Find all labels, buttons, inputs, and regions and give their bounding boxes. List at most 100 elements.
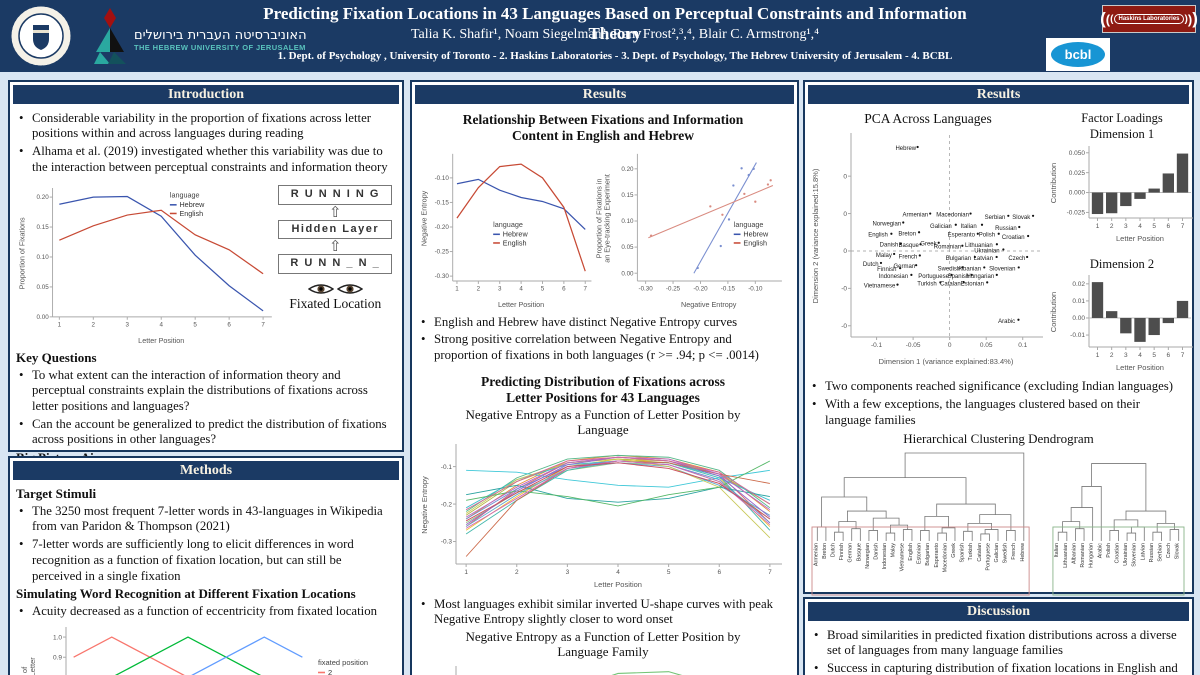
svg-text:Latvian: Latvian (1140, 543, 1146, 560)
svg-text:Lithuanian: Lithuanian (965, 243, 993, 249)
svg-text:Finnish: Finnish (839, 543, 845, 560)
simulating-heading: Simulating Word Recognition at Different… (16, 585, 356, 601)
svg-text:Polish: Polish (979, 232, 995, 238)
svg-text:7: 7 (768, 569, 772, 576)
svg-text:Hebrew: Hebrew (503, 230, 529, 239)
network-diagram: R U N N I N G ⇧ Hidden Layer ⇧ R U N N _… (278, 177, 393, 313)
svg-text:Hebrew: Hebrew (179, 200, 205, 209)
results-middle-heading: Results (415, 85, 794, 104)
svg-text:German: German (894, 264, 916, 270)
svg-text:1: 1 (58, 321, 62, 328)
svg-text:Indonesian: Indonesian (879, 273, 908, 279)
methods-heading: Methods (13, 461, 399, 480)
svg-text:Lithuanian: Lithuanian (1063, 543, 1069, 568)
svg-text:Vietnamese: Vietnamese (899, 543, 905, 571)
svg-text:Slovenian: Slovenian (989, 266, 1015, 272)
svg-text:3: 3 (1124, 352, 1128, 359)
svg-text:0.9: 0.9 (53, 654, 62, 661)
svg-text:-0.1: -0.1 (871, 342, 883, 349)
svg-text:Russian: Russian (995, 226, 1017, 232)
svg-text:Latvian: Latvian (974, 255, 993, 261)
svg-text:4: 4 (1138, 223, 1142, 230)
svg-text:French: French (1011, 543, 1017, 560)
loadings-dim2-chart: -0.01 0.00 0.01 0.02 1 2 3 4 5 6 7 Letter Position C… (1049, 274, 1193, 372)
svg-text:Bulgarian: Bulgarian (925, 543, 931, 566)
svg-text:0.10: 0.10 (622, 219, 635, 226)
bullet-item: To what extent can the interaction of in… (16, 368, 393, 416)
svg-text:3: 3 (1124, 223, 1128, 230)
svg-text:-0.025: -0.025 (1067, 209, 1086, 216)
bullet-text: Most languages exhibit similar inverted … (434, 596, 774, 627)
discussion-panel: Discussion Broad similarities in predict… (803, 597, 1194, 675)
svg-text:Turkish: Turkish (917, 281, 936, 287)
bullet-text: With a few exceptions, the languages clu… (825, 396, 1141, 427)
svg-text:Esperanto: Esperanto (934, 543, 940, 568)
svg-text:5: 5 (193, 321, 197, 328)
bullet-item: Acuity decreased as a function of eccent… (16, 604, 393, 620)
huji-mark-icon (94, 8, 126, 64)
bullet-text: To what extent can the interaction of in… (32, 367, 368, 414)
svg-text:Romanian: Romanian (934, 244, 961, 250)
svg-text:Croatian: Croatian (1114, 543, 1120, 563)
svg-text:English: English (744, 239, 768, 248)
svg-text:Letter Position: Letter Position (1116, 363, 1164, 372)
dim2-title: Dimension 2 (1089, 256, 1155, 271)
svg-text:-0.01: -0.01 (1070, 332, 1085, 339)
bullet-text: Alhama et al. (2019) investigated whethe… (32, 143, 388, 174)
svg-text:7: 7 (1181, 223, 1185, 230)
svg-text:Letter Position: Letter Position (1116, 234, 1164, 243)
up-arrow-icon: ⇧ (329, 237, 342, 256)
svg-text:Recognizing Letter: Recognizing Letter (28, 657, 37, 675)
svg-text:6: 6 (562, 286, 566, 293)
svg-text:3: 3 (126, 321, 130, 328)
svg-text:Greek: Greek (920, 241, 937, 247)
svg-text:Serbian: Serbian (985, 214, 1006, 220)
svg-text:2: 2 (515, 569, 519, 576)
svg-text:5: 5 (1152, 223, 1156, 230)
svg-text:1: 1 (1096, 352, 1100, 359)
svg-text:Dimension 2 (variance explaine: Dimension 2 (variance explained:15.8%) (811, 168, 820, 303)
diagram-caption: Fixated Location (289, 295, 382, 311)
svg-text:0.01: 0.01 (1072, 298, 1085, 305)
svg-text:6: 6 (717, 569, 721, 576)
svg-text:Proportion of Fixations: Proportion of Fixations (18, 217, 27, 289)
bullet-item: Alhama et al. (2019) investigated whethe… (16, 144, 393, 176)
bullet-text: Considerable variability in the proporti… (32, 110, 372, 141)
bullet-item: The 3250 most frequent 7-letter words in… (16, 504, 393, 536)
svg-text:-0.20: -0.20 (694, 286, 709, 293)
svg-text:Russian: Russian (1149, 543, 1155, 562)
poster-title: Predicting Fixation Locations in 43 Lang… (263, 4, 967, 43)
bullet-text: Success in capturing distribution of fix… (827, 660, 1178, 675)
svg-text:Catalan: Catalan (940, 281, 961, 287)
svg-text:Dutch: Dutch (831, 543, 837, 557)
bullet-item: 7-letter words are sufficiently long to … (16, 537, 393, 585)
key-questions-heading: Key Questions (16, 349, 97, 365)
svg-text:Polish: Polish (1106, 543, 1112, 558)
svg-text:Letter Position: Letter Position (498, 300, 544, 309)
svg-text:0.20: 0.20 (37, 194, 50, 201)
svg-text:2: 2 (92, 321, 96, 328)
entropy-position-chart: -0.10 -0.15 -0.20 -0.25 -0.30 1 2 3 4 5 6 7 Letter P… (420, 154, 592, 309)
huji-logo: האוניברסיטה העברית בירושלים THE HEBREW U… (92, 6, 307, 66)
loadings-dim1-chart: -0.025 0.000 0.025 0.050 1 2 3 4 5 6 7 Letter Posit… (1049, 145, 1193, 243)
svg-text:Macedonian: Macedonian (942, 543, 948, 572)
svg-text:Contribution: Contribution (1049, 163, 1058, 203)
bcbl-logo-text: bcbl (1051, 42, 1105, 67)
svg-text:Hebrew: Hebrew (895, 145, 916, 151)
svg-text:7: 7 (261, 321, 265, 328)
svg-text:-0.15: -0.15 (721, 286, 736, 293)
svg-text:6: 6 (1167, 352, 1171, 359)
svg-text:0.000: 0.000 (1069, 189, 1086, 196)
svg-text:Proportion of Fixations in: Proportion of Fixations in (595, 179, 604, 259)
svg-text:-0.20: -0.20 (435, 224, 450, 231)
results-right-panel: Results PCA Across Languages -0 -0 0 0 0 -0.1… (803, 80, 1194, 639)
svg-text:0.15: 0.15 (37, 224, 50, 231)
svg-text:6: 6 (227, 321, 231, 328)
svg-text:3: 3 (498, 286, 502, 293)
bullet-item: Considerable variability in the proporti… (16, 111, 393, 143)
svg-text:Finnish: Finnish (877, 267, 896, 273)
svg-text:English: English (868, 232, 888, 238)
svg-text:-0.25: -0.25 (666, 286, 681, 293)
svg-text:fixated position: fixated position (318, 658, 368, 667)
